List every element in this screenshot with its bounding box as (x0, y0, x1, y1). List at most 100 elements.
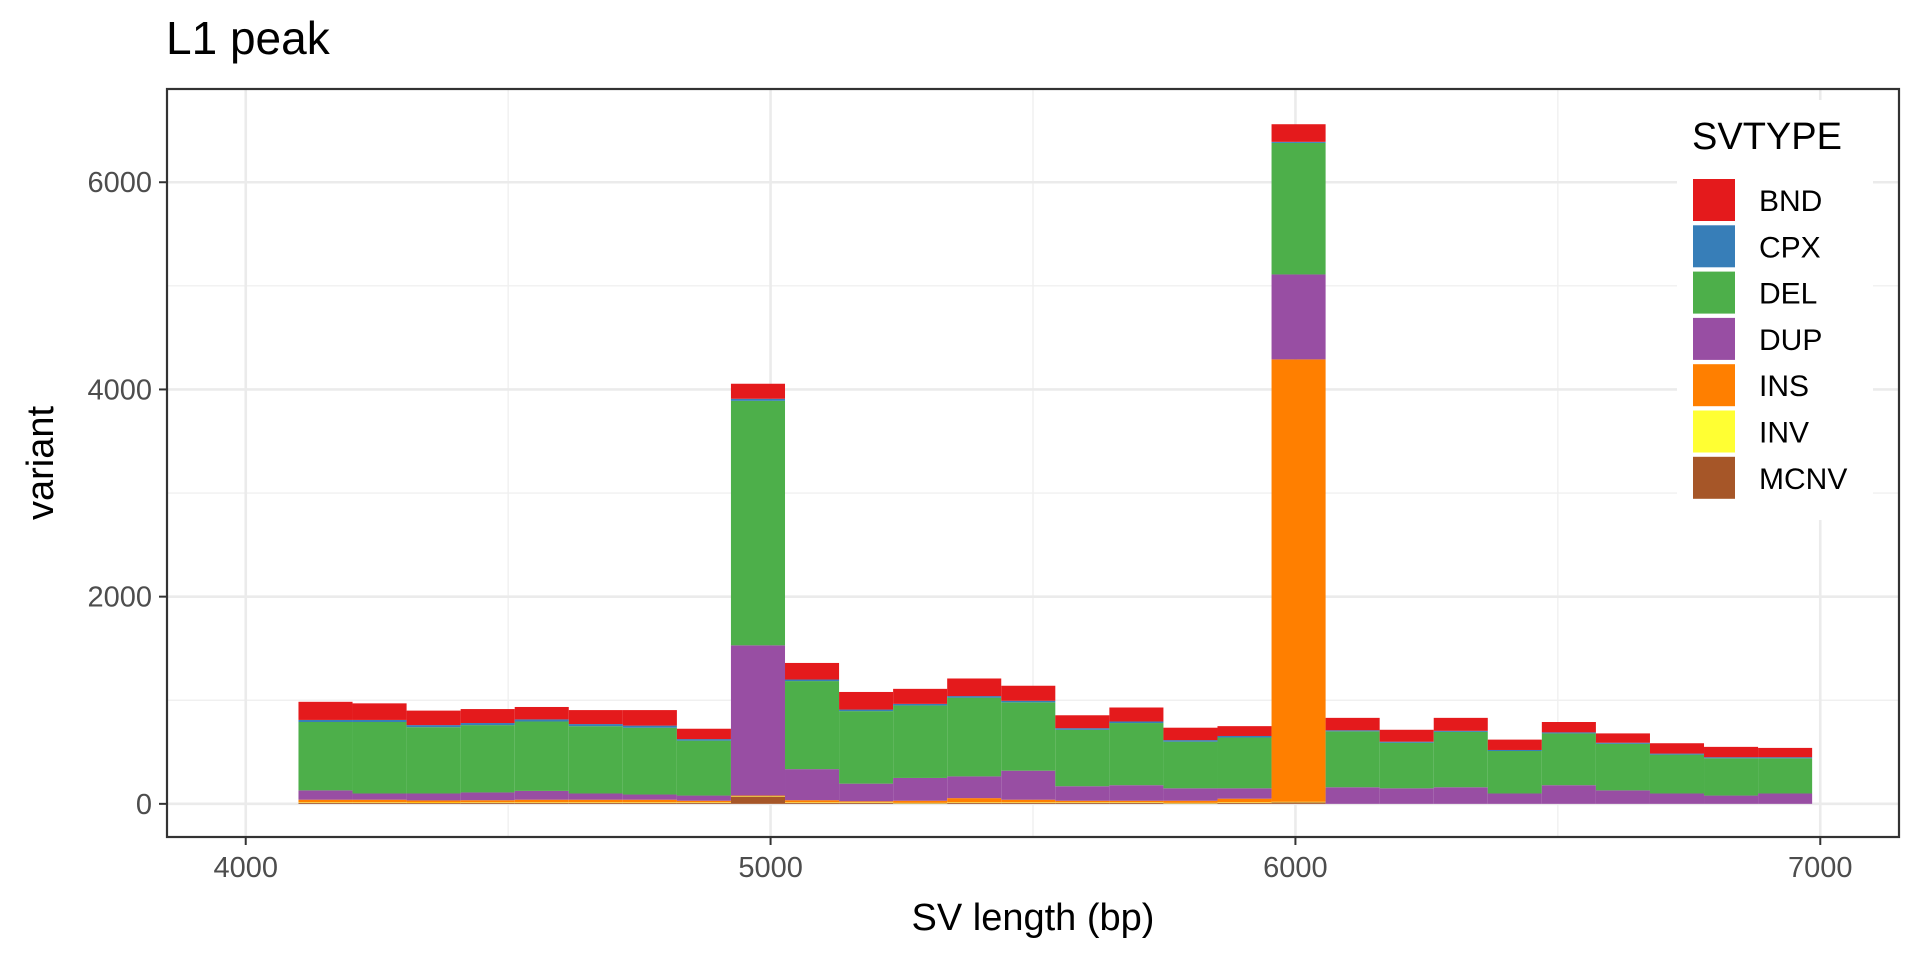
bar-dup-5594 (1055, 786, 1110, 801)
legend-key-mcnv (1693, 456, 1735, 499)
bar-del-6624 (1595, 743, 1650, 791)
bar-inv-4770 (622, 802, 677, 803)
panel-border (165, 87, 1901, 839)
bar-cpx-6830 (1704, 757, 1759, 759)
bar-cpx-6212 (1379, 741, 1434, 743)
bar-inv-4152 (298, 802, 353, 803)
bar-inv-4358 (406, 802, 461, 804)
bar-cpx-4255 (352, 719, 407, 723)
bar-bnd-6212 (1379, 729, 1434, 742)
bar-dup-4564 (514, 790, 569, 800)
bar-mcnv-5800 (1163, 803, 1218, 804)
bar-ins-4461 (460, 800, 515, 803)
bar-dup-5285 (893, 777, 948, 801)
bar-dup-4461 (460, 792, 515, 801)
bar-del-4873 (676, 740, 731, 796)
bar-ins-5079 (785, 800, 840, 803)
bar-bnd-4358 (406, 710, 461, 726)
bar-bnd-4255 (352, 703, 407, 720)
bar-dup-4358 (406, 793, 461, 801)
legend-key-del (1693, 271, 1735, 314)
x-tick-label: 7000 (1788, 852, 1853, 884)
bar-dup-4873 (676, 795, 731, 801)
bar-inv-5285 (893, 802, 948, 804)
bar-bnd-4976 (730, 383, 786, 399)
bar-ins-4667 (568, 799, 623, 803)
bar-del-5800 (1163, 741, 1218, 789)
legend-label-del: DEL (1759, 278, 1817, 311)
bar-bnd-6315 (1433, 717, 1488, 731)
y-tick-label: 6000 (87, 167, 152, 199)
bar-dup-6933 (1758, 793, 1813, 804)
bar-bnd-5800 (1163, 727, 1218, 741)
bar-bnd-6727 (1649, 743, 1705, 754)
bar-del-5594 (1055, 729, 1110, 787)
bar-dup-6315 (1433, 787, 1488, 804)
bar-bnd-5491 (1001, 685, 1056, 701)
bar-dup-5903 (1217, 788, 1272, 799)
legend-label-cpx: CPX (1759, 231, 1821, 264)
bar-inv-5388 (947, 802, 1002, 803)
bar-ins-5800 (1163, 800, 1218, 803)
bar-inv-4564 (514, 802, 569, 803)
legend-key-bnd (1693, 179, 1735, 221)
bar-del-6109 (1325, 731, 1380, 788)
bar-bnd-4461 (460, 709, 515, 724)
bar-bnd-5388 (947, 678, 1002, 697)
bar-bnd-6624 (1595, 733, 1650, 743)
bar-inv-4461 (460, 802, 515, 803)
bar-mcnv-4461 (460, 802, 515, 804)
bar-cpx-6315 (1433, 730, 1488, 732)
bar-ins-4358 (406, 800, 461, 803)
x-tick-label: 6000 (1263, 852, 1328, 884)
bar-del-4976 (730, 400, 786, 646)
bar-del-4358 (406, 727, 461, 794)
bar-dup-6727 (1649, 793, 1705, 804)
bar-ins-4873 (676, 800, 731, 803)
bar-ins-5182 (839, 801, 894, 803)
bar-mcnv-4667 (568, 802, 623, 804)
bar-del-6933 (1758, 758, 1813, 794)
bar-cpx-5285 (893, 703, 948, 706)
bar-cpx-5182 (839, 709, 894, 712)
bar-stacks (298, 124, 1813, 804)
bar-cpx-5388 (947, 696, 1002, 698)
bar-del-5697 (1109, 723, 1164, 786)
legend-title: SVTYPE (1692, 116, 1842, 158)
y-tick-label: 2000 (87, 582, 152, 614)
bar-del-6006 (1271, 142, 1326, 275)
bar-inv-5182 (839, 802, 894, 803)
bar-del-6418 (1487, 751, 1542, 794)
x-tick-label: 4000 (213, 852, 278, 884)
bar-bnd-4152 (298, 701, 353, 720)
bar-mcnv-4976 (730, 796, 786, 804)
bar-dup-4770 (622, 794, 677, 800)
bar-dup-6521 (1541, 785, 1596, 804)
bar-bnd-4667 (568, 710, 623, 725)
bar-cpx-5697 (1109, 721, 1164, 724)
bar-cpx-4770 (622, 725, 677, 728)
bar-ins-5491 (1001, 799, 1056, 803)
bar-bnd-5697 (1109, 707, 1164, 722)
bar-del-5491 (1001, 702, 1056, 771)
bar-del-5182 (839, 711, 894, 784)
bar-ins-5697 (1109, 800, 1164, 803)
bar-cpx-6418 (1487, 749, 1542, 752)
bar-ins-6006 (1271, 359, 1326, 802)
bar-inv-6006 (1271, 801, 1326, 803)
legend-label-ins: INS (1759, 370, 1809, 403)
bar-del-6521 (1541, 733, 1596, 786)
bar-mcnv-5079 (785, 802, 840, 804)
bar-dup-6624 (1595, 790, 1650, 804)
bar-dup-4976 (730, 645, 786, 796)
bar-cpx-5800 (1163, 740, 1218, 742)
bar-bnd-4770 (622, 710, 677, 726)
chart-title: L1 peak (166, 12, 331, 64)
bar-mcnv-5388 (947, 802, 1002, 804)
bar-del-4152 (298, 722, 353, 791)
y-axis-title: variant (20, 406, 62, 520)
bar-cpx-6006 (1271, 141, 1326, 143)
bar-mcnv-4152 (298, 802, 353, 804)
bar-dup-5182 (839, 783, 894, 802)
